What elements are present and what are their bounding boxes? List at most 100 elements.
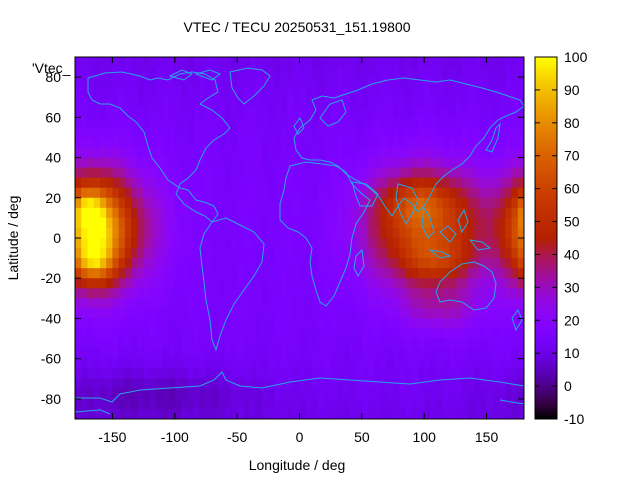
heatmap-cell (118, 298, 126, 309)
heatmap-cell (486, 328, 494, 340)
heatmap-cell (349, 258, 357, 269)
heatmap-cell (455, 227, 463, 239)
heatmap-cell (386, 238, 394, 249)
heatmap-cell (218, 137, 226, 149)
heatmap-cell (343, 368, 350, 380)
heatmap-cell (205, 187, 213, 199)
heatmap-cell (93, 137, 101, 149)
heatmap-cell (224, 187, 232, 199)
y-tick-label: 0 (53, 230, 61, 246)
heatmap-cell (131, 227, 138, 239)
heatmap-cell (199, 298, 207, 309)
heatmap-cell (405, 398, 413, 410)
heatmap-cell (436, 328, 444, 340)
heatmap-cell (193, 318, 201, 330)
heatmap-cell (511, 157, 519, 169)
heatmap-cell (137, 288, 145, 299)
heatmap-cell (205, 177, 213, 189)
heatmap-cell (174, 187, 182, 199)
heatmap-cell (330, 238, 338, 249)
heatmap-cell (474, 57, 481, 68)
heatmap-cell (255, 268, 263, 279)
heatmap-cell (162, 368, 170, 380)
heatmap-cell (405, 107, 413, 118)
heatmap-cell (505, 197, 513, 209)
heatmap-cell (324, 238, 332, 249)
heatmap-cell (417, 298, 425, 309)
heatmap-cell (474, 167, 481, 179)
heatmap-cell (474, 77, 481, 88)
heatmap-cell (162, 298, 170, 309)
heatmap-cell (405, 348, 413, 360)
heatmap-cell (474, 197, 481, 209)
heatmap-cell (118, 278, 126, 289)
heatmap-cell (143, 227, 151, 239)
heatmap-cell (480, 147, 488, 159)
heatmap-cell (336, 318, 344, 330)
heatmap-cell (106, 147, 114, 159)
heatmap-cell (112, 398, 120, 410)
heatmap-cell (386, 187, 394, 199)
heatmap-cell (205, 298, 213, 309)
heatmap-cell (262, 318, 269, 330)
heatmap-cell (492, 358, 500, 370)
heatmap-cell (268, 248, 276, 259)
heatmap-cell (517, 278, 524, 289)
heatmap-cell (299, 57, 307, 68)
heatmap-cell (417, 197, 425, 209)
heatmap-cell (349, 358, 357, 370)
heatmap-cell (430, 368, 438, 380)
heatmap-cell (336, 258, 344, 269)
heatmap-cell (262, 358, 269, 370)
heatmap-cell (168, 328, 176, 340)
heatmap-cell (399, 97, 407, 108)
heatmap-cell (293, 308, 301, 320)
heatmap-cell (137, 207, 145, 219)
heatmap-cell (405, 97, 413, 108)
heatmap-cell (181, 227, 188, 239)
heatmap-cell (455, 348, 463, 360)
heatmap-cell (430, 197, 438, 209)
heatmap-cell (106, 348, 114, 360)
heatmap-cell (224, 348, 232, 360)
heatmap-cell (187, 408, 195, 419)
heatmap-cell (430, 238, 438, 249)
heatmap-cell (243, 398, 251, 410)
heatmap-cell (143, 298, 151, 309)
heatmap-cell (336, 278, 344, 289)
heatmap-cell (237, 147, 244, 159)
heatmap-cell (287, 258, 294, 269)
heatmap-cell (280, 368, 288, 380)
heatmap-cell (249, 147, 257, 159)
heatmap-cell (237, 107, 244, 118)
heatmap-cell (330, 137, 338, 149)
heatmap-cell (436, 227, 444, 239)
heatmap-cell (499, 147, 506, 159)
heatmap-cell (218, 348, 226, 360)
heatmap-cell (156, 227, 163, 239)
heatmap-cell (124, 87, 132, 98)
heatmap-cell (517, 207, 524, 219)
heatmap-cell (181, 87, 188, 98)
heatmap-cell (124, 388, 132, 400)
heatmap-cell (299, 318, 307, 330)
heatmap-cell (168, 408, 176, 419)
heatmap-cell (262, 227, 269, 239)
heatmap-cell (474, 308, 481, 320)
heatmap-cell (299, 408, 307, 419)
heatmap-cell (99, 117, 107, 128)
heatmap-cell (486, 77, 494, 88)
heatmap-cell (305, 197, 313, 209)
heatmap-cell (224, 227, 232, 239)
heatmap-cell (492, 57, 500, 68)
heatmap-cell (99, 157, 107, 169)
heatmap-cell (343, 197, 350, 209)
heatmap-cell (461, 328, 469, 340)
heatmap-cell (505, 258, 513, 269)
heatmap-cell (330, 278, 338, 289)
heatmap-cell (149, 328, 157, 340)
heatmap-cell (461, 227, 469, 239)
heatmap-cell (305, 258, 313, 269)
heatmap-cell (99, 288, 107, 299)
heatmap-cell (243, 308, 251, 320)
